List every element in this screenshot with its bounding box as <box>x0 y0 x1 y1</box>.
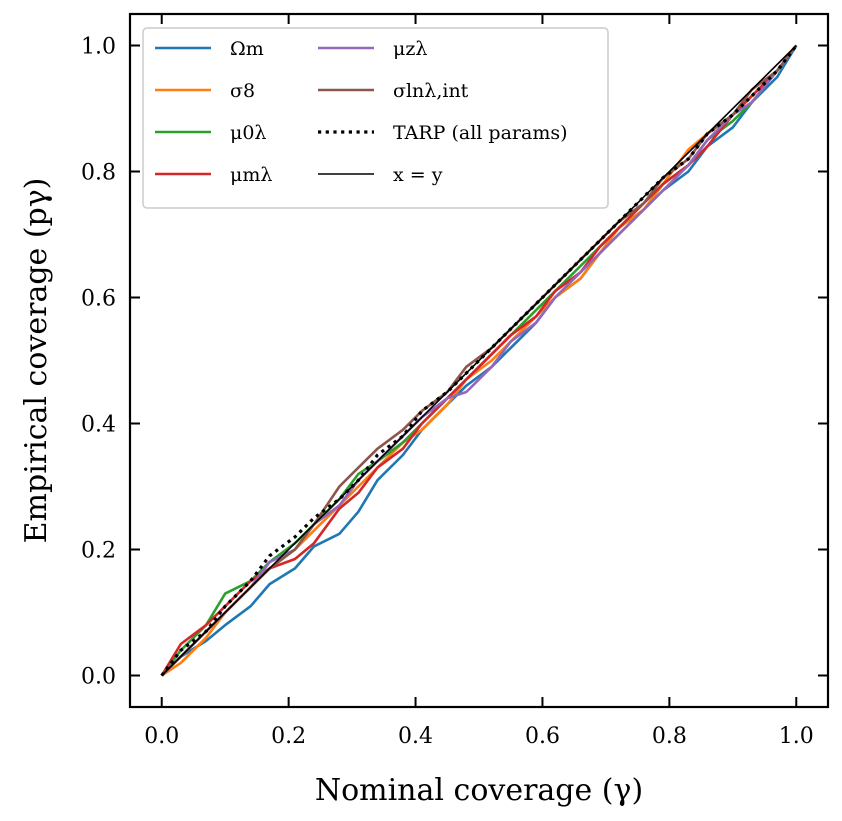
series-line-4 <box>160 44 798 677</box>
legend-label-4: μzλ <box>393 38 427 60</box>
legend-label-5: σlnλ,int <box>393 80 469 102</box>
legend-box <box>142 27 609 209</box>
series-line-6 <box>160 44 798 677</box>
y-tick-label: 0.4 <box>81 413 116 438</box>
plot-frame <box>128 12 830 709</box>
x-tick-label: 1.0 <box>779 724 814 749</box>
legend-label-1: σ8 <box>230 80 255 102</box>
x-tick-label: 0.8 <box>652 724 687 749</box>
ticks-layer: 0.0 0.2 0.4 0.6 0.8 1.0 0.0 0.2 0.4 0.6 0.8 1.0 <box>81 14 828 749</box>
legend-label-7: x = y <box>393 164 443 186</box>
legend-label-6: TARP (all params) <box>393 122 568 144</box>
legend-label-3: μmλ <box>230 164 272 186</box>
series-line-0 <box>160 44 798 677</box>
legend-label-0: Ωm <box>230 38 264 60</box>
legend: Ωm σ8 μ0λ μmλ μzλ σlnλ,int TARP (all params) x … <box>142 27 609 209</box>
y-axis-label: Empirical coverage (pγ) <box>19 178 54 544</box>
x-axis-label: Nominal coverage (γ) <box>315 773 643 808</box>
series-line-7 <box>161 44 797 677</box>
x-tick-label: 0.4 <box>398 724 433 749</box>
y-tick-label: 0.6 <box>81 287 116 312</box>
x-tick-label: 0.2 <box>271 724 306 749</box>
series-layer <box>160 44 798 677</box>
x-tick-label: 0.0 <box>144 724 179 749</box>
y-tick-label: 0.2 <box>81 539 116 564</box>
y-tick-label: 0.0 <box>81 665 116 690</box>
y-tick-label: 1.0 <box>81 35 116 60</box>
y-tick-label: 0.8 <box>81 161 116 186</box>
x-tick-label: 0.6 <box>525 724 560 749</box>
legend-label-2: μ0λ <box>230 122 266 144</box>
